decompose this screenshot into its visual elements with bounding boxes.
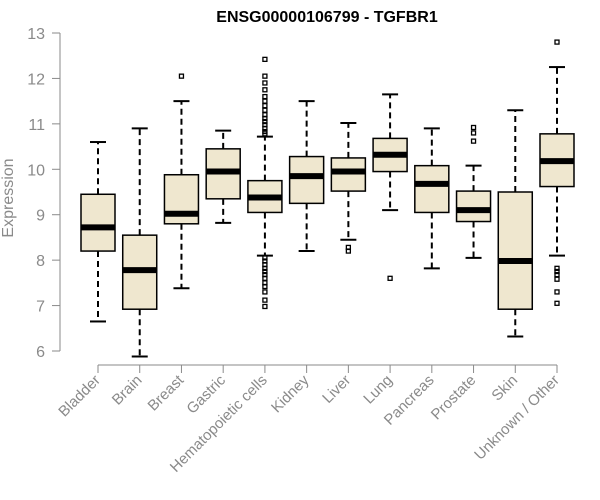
outlier-point [262, 275, 268, 281]
outlier-point [554, 276, 560, 282]
outlier-point [262, 103, 268, 109]
box-group [121, 127, 158, 358]
x-tick-label: Liver [319, 372, 354, 407]
outlier-point [262, 118, 268, 125]
box-group [247, 56, 283, 310]
x-tick-label: Bladder [55, 372, 104, 421]
outlier-point [554, 39, 560, 45]
box-group [330, 121, 367, 254]
outlier-point [262, 283, 268, 290]
outlier-point [262, 115, 268, 122]
iqr-box [455, 190, 492, 223]
outlier-point [470, 124, 477, 131]
outlier-point [262, 268, 268, 275]
outlier-point [262, 303, 268, 310]
box-group [372, 93, 408, 281]
outlier-point [262, 87, 268, 93]
box-group [288, 100, 325, 253]
x-tick-label: Skin [488, 372, 521, 405]
outlier-point [554, 289, 560, 295]
outlier-point [554, 268, 560, 275]
outlier-point [262, 265, 268, 271]
outlier-point [262, 255, 268, 261]
box-group [497, 109, 534, 338]
iqr-box [288, 155, 325, 205]
y-ticks: 6 7 8 9 10 11 12 13 [27, 26, 60, 361]
box-group [455, 124, 492, 259]
iqr-box [497, 191, 534, 310]
outlier-point [262, 93, 268, 100]
outlier-point [387, 275, 393, 281]
y-tick-label: 7 [36, 299, 45, 316]
box-group [205, 129, 241, 224]
box-group [163, 73, 200, 290]
y-tick-label: 10 [27, 162, 45, 179]
y-tick-label: 12 [27, 71, 45, 88]
outlier-point [554, 300, 560, 306]
x-tick-label: Brain [109, 372, 146, 409]
outlier-point [470, 138, 477, 144]
x-tick-label: Kidney [268, 371, 313, 416]
box-group [414, 127, 450, 270]
outlier-point [262, 297, 268, 303]
outlier-point [262, 125, 268, 132]
y-tick-label: 9 [36, 208, 45, 225]
outlier-point [345, 248, 352, 254]
outlier-point [262, 80, 268, 86]
x-tick-label: Lung [360, 372, 396, 408]
iqr-box [80, 193, 116, 252]
outlier-point [262, 289, 268, 295]
outlier-point [262, 73, 268, 79]
outlier-point [178, 73, 185, 79]
chart-title: ENSG00000106799 - TGFBR1 [216, 9, 438, 26]
y-tick-label: 6 [36, 344, 45, 361]
y-tick-label: 8 [36, 253, 45, 270]
outlier-point [262, 131, 268, 137]
outlier-point [470, 130, 477, 136]
x-tick-label: Breast [145, 371, 188, 414]
x-tick-label: Prostate [428, 372, 480, 424]
outlier-point [554, 265, 560, 271]
boxes-group [80, 39, 575, 358]
box-group [539, 39, 575, 306]
y-tick-label: 13 [27, 26, 45, 43]
outlier-point [262, 56, 268, 62]
outlier-point [262, 98, 268, 104]
box-group [80, 141, 116, 323]
outlier-point [554, 272, 560, 278]
outlier-point [262, 107, 268, 113]
iqr-box [414, 164, 450, 214]
y-tick-label: 11 [28, 117, 45, 134]
y-axis-label: Expression [0, 158, 17, 237]
